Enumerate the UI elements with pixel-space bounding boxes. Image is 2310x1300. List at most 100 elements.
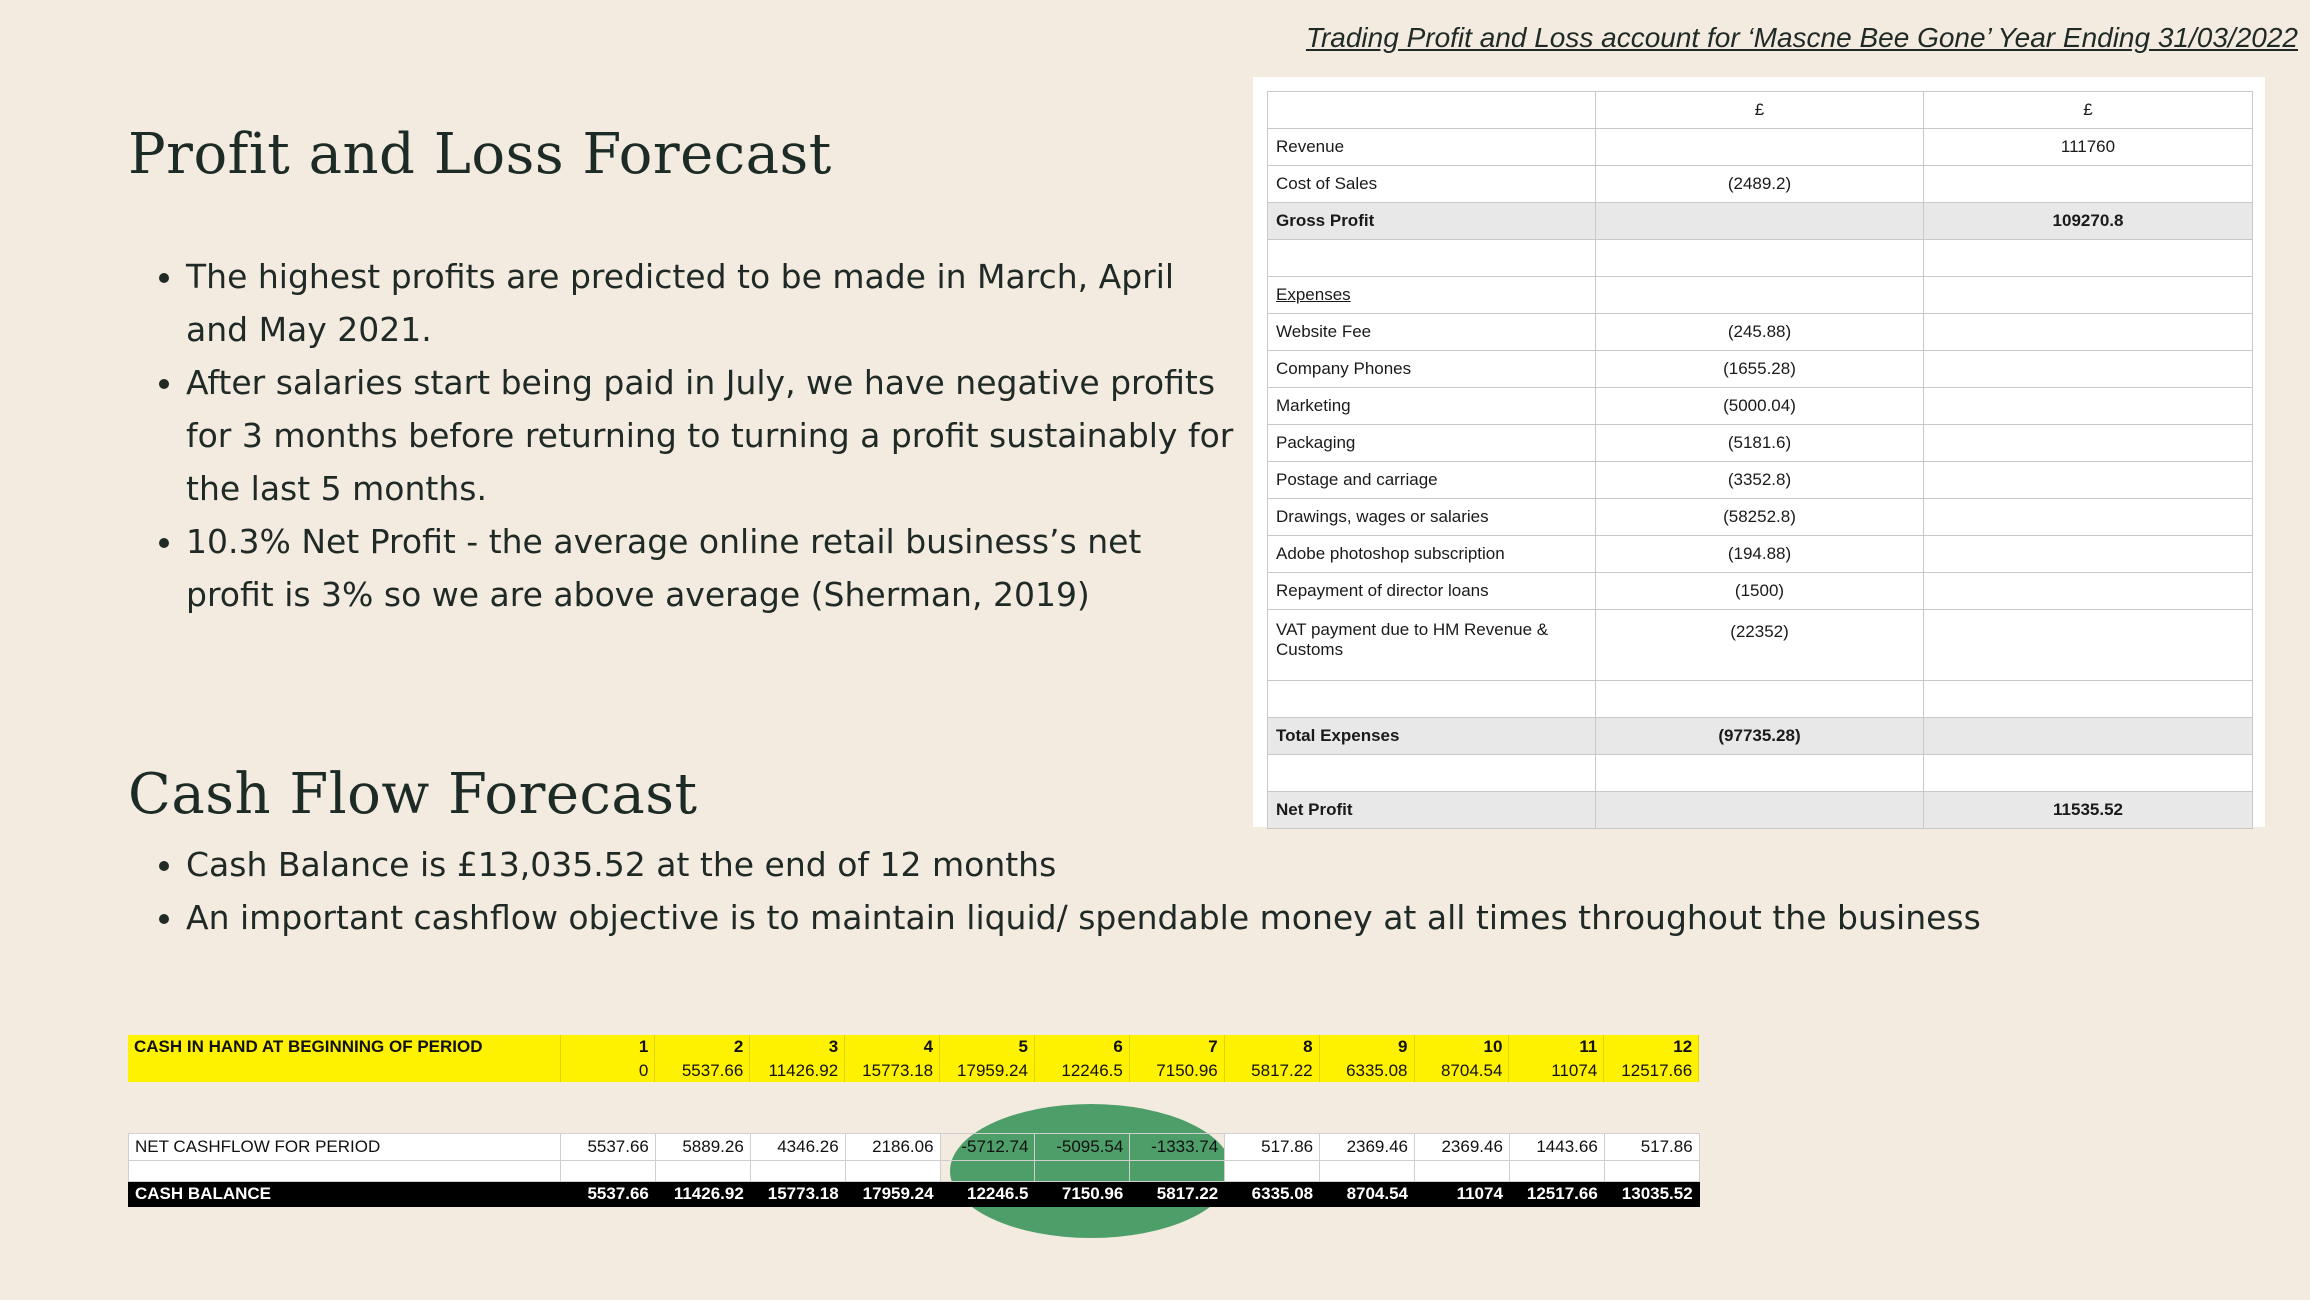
net-cashflow-value: -1333.74 xyxy=(1129,1133,1226,1161)
spacer-cell xyxy=(1414,1160,1510,1182)
net-cashflow-row: NET CASHFLOW FOR PERIOD 5537.66 5889.26 43… xyxy=(128,1133,1700,1161)
pl-row: Marketing (5000.04) xyxy=(1267,387,2253,425)
cash-balance-row: CASH BALANCE 5537.66 11426.92 15773.18 1795… xyxy=(128,1181,1700,1207)
cash-balance-label: CASH BALANCE xyxy=(128,1181,561,1207)
pl-row-total xyxy=(1923,387,2253,425)
pl-row: VAT payment due to HM Revenue & Customs(… xyxy=(1267,609,2253,681)
pl-row-total: 111760 xyxy=(1923,128,2253,166)
pl-row-label: Adobe photoshop subscription xyxy=(1267,535,1596,573)
opening-label-spacer xyxy=(128,1059,561,1082)
net-cashflow-value: -5712.74 xyxy=(939,1133,1036,1161)
pl-row-label: Website Fee xyxy=(1267,313,1596,351)
pl-row-label: Revenue xyxy=(1267,128,1596,166)
cash-balance-value: 7150.96 xyxy=(1034,1181,1131,1207)
cash-balance-value: 17959.24 xyxy=(844,1181,941,1207)
opening-value: 5817.22 xyxy=(1224,1059,1320,1082)
pl-row-amount: (1655.28) xyxy=(1595,350,1924,388)
pl-row-total xyxy=(1923,754,2253,792)
month-number: 5 xyxy=(939,1035,1035,1059)
net-cashflow-value: 4346.26 xyxy=(749,1133,846,1161)
spacer-cell xyxy=(1224,1160,1321,1182)
net-cashflow-value: 2186.06 xyxy=(844,1133,941,1161)
pl-row-amount: (5000.04) xyxy=(1595,387,1924,425)
opening-value: 17959.24 xyxy=(939,1059,1035,1082)
pl-row: Revenue 111760 xyxy=(1267,128,2253,166)
pl-row-amount xyxy=(1595,680,1924,718)
pl-row-amount: (22352) xyxy=(1595,609,1924,681)
pl-row-amount: (5181.6) xyxy=(1595,424,1924,462)
pl-row-amount xyxy=(1595,128,1924,166)
pl-heading: Profit and Loss Forecast xyxy=(128,122,832,187)
pl-row-label: Expenses xyxy=(1267,276,1596,314)
opening-values-row: 0 5537.66 11426.92 15773.18 17959.24 12246.5 7… xyxy=(128,1059,1700,1082)
pl-row-label: Repayment of director loans xyxy=(1267,572,1596,610)
cash-balance-value: 12246.5 xyxy=(939,1181,1036,1207)
pl-row-label: Packaging xyxy=(1267,424,1596,462)
pl-row xyxy=(1267,754,2253,792)
opening-value: 8704.54 xyxy=(1414,1059,1510,1082)
pl-row: Cost of Sales (2489.2) xyxy=(1267,165,2253,203)
pl-row: Adobe photoshop subscription (194.88) xyxy=(1267,535,2253,573)
month-number: 4 xyxy=(844,1035,941,1059)
opening-value: 5537.66 xyxy=(654,1059,751,1082)
opening-value: 6335.08 xyxy=(1319,1059,1415,1082)
pl-row-total xyxy=(1923,461,2253,499)
spacer-cell xyxy=(1603,1160,1700,1182)
pl-row: Packaging (5181.6) xyxy=(1267,424,2253,462)
pl-row-label: Gross Profit xyxy=(1267,202,1596,240)
pl-row: Postage and carriage (3352.8) xyxy=(1267,461,2253,499)
pl-row-amount xyxy=(1595,239,1924,277)
pl-row-amount: (58252.8) xyxy=(1595,498,1924,536)
cash-balance-value: 15773.18 xyxy=(749,1181,846,1207)
pl-row-total xyxy=(1923,498,2253,536)
pl-row-label: Total Expenses xyxy=(1267,717,1596,755)
net-cashflow-value: 2369.46 xyxy=(1414,1133,1510,1161)
cash-balance-value: 6335.08 xyxy=(1224,1181,1321,1207)
spacer-row xyxy=(128,1160,1700,1182)
month-number: 2 xyxy=(654,1035,751,1059)
spacer-cell xyxy=(844,1160,941,1182)
spacer-cell xyxy=(654,1160,751,1182)
net-cashflow-value: 517.86 xyxy=(1603,1133,1700,1161)
pl-row-amount xyxy=(1595,202,1924,240)
pl-row-amount: (2489.2) xyxy=(1595,165,1924,203)
pl-table: £ £ Revenue 111760 Cost of Sales (2489.2) Gr… xyxy=(1267,91,2253,829)
cashflow-block: NET CASHFLOW FOR PERIOD 5537.66 5889.26 43… xyxy=(128,1133,1700,1207)
pl-row-total xyxy=(1923,313,2253,351)
pl-row-amount: (1500) xyxy=(1595,572,1924,610)
cf-heading: Cash Flow Forecast xyxy=(128,762,698,827)
cash-balance-value: 11074 xyxy=(1414,1181,1510,1207)
pl-row-label xyxy=(1267,754,1596,792)
pl-table-frame: £ £ Revenue 111760 Cost of Sales (2489.2) Gr… xyxy=(1253,77,2265,829)
pl-bullet: 10.3% Net Profit - the average online re… xyxy=(186,515,1236,621)
slide-caption: Trading Profit and Loss account for ‘Mas… xyxy=(1305,22,2298,53)
pl-bullet-list: The highest profits are predicted to be … xyxy=(128,250,1236,621)
pl-row: Company Phones (1655.28) xyxy=(1267,350,2253,388)
pl-row-amount xyxy=(1595,754,1924,792)
month-number: 7 xyxy=(1129,1035,1225,1059)
pl-row xyxy=(1267,680,2253,718)
month-number: 11 xyxy=(1508,1035,1605,1059)
pl-row-amount: (97735.28) xyxy=(1595,717,1924,755)
pl-bullet: The highest profits are predicted to be … xyxy=(186,250,1236,356)
pl-row-label: Net Profit xyxy=(1267,791,1596,829)
pl-row-amount: (3352.8) xyxy=(1595,461,1924,499)
pl-row: Repayment of director loans (1500) xyxy=(1267,572,2253,610)
pl-row: Gross Profit 109270.8 xyxy=(1267,202,2253,240)
pl-row-label: VAT payment due to HM Revenue & Customs xyxy=(1267,609,1596,681)
opening-value: 7150.96 xyxy=(1129,1059,1225,1082)
pl-row: Website Fee (245.88) xyxy=(1267,313,2253,351)
pl-row-label: Company Phones xyxy=(1267,350,1596,388)
spacer-cell xyxy=(1508,1160,1605,1182)
opening-value: 12246.5 xyxy=(1034,1059,1130,1082)
month-number: 12 xyxy=(1603,1035,1700,1059)
pl-header-cell xyxy=(1267,91,1596,129)
pl-row-label: Marketing xyxy=(1267,387,1596,425)
cf-bullet: Cash Balance is £13,035.52 at the end of… xyxy=(186,838,2186,891)
spacer-cell xyxy=(128,1160,561,1182)
cf-bullet: An important cashflow objective is to ma… xyxy=(186,891,2186,944)
spacer-cell xyxy=(560,1160,656,1182)
